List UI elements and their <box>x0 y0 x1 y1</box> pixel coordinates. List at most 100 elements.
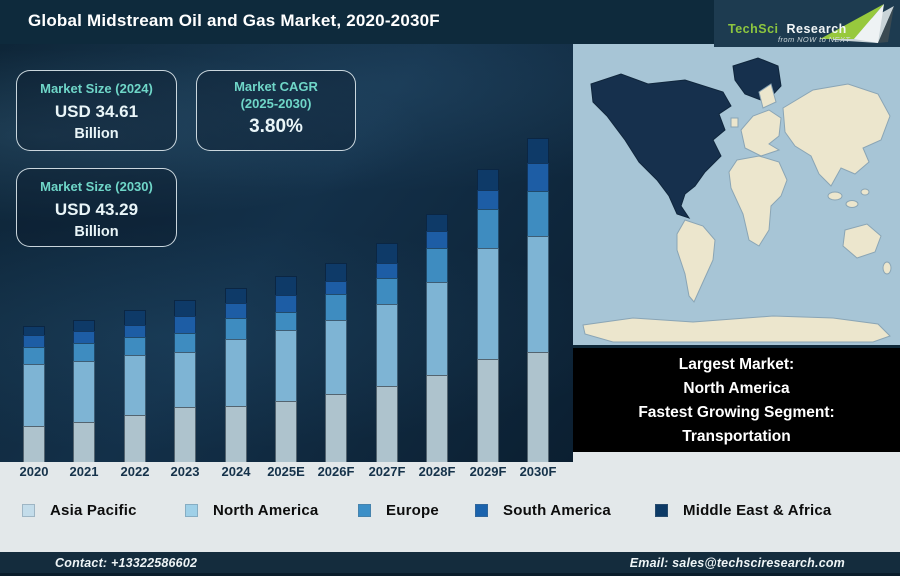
bar-segment-south-america-2027f <box>376 263 398 278</box>
bar-segment-europe-2024 <box>225 318 247 339</box>
legend-swatch-middle-east-africa <box>655 504 668 517</box>
bar-segment-middle-east-africa-2026f <box>325 263 347 281</box>
map-africa <box>728 155 788 247</box>
bar-segment-europe-2021 <box>73 343 95 361</box>
footer-bar: Contact: +13322586602 Email: sales@techs… <box>0 552 900 576</box>
x-axis-label-2026f: 2026F <box>317 464 355 479</box>
page-title: Global Midstream Oil and Gas Market, 202… <box>28 11 440 30</box>
x-axis-label-2029f: 2029F <box>469 464 507 479</box>
map-british-isles <box>730 117 739 128</box>
bar-segment-europe-2030f <box>527 191 549 236</box>
contact-email: Email: sales@techsciresearch.com <box>629 555 845 570</box>
bar-segment-asia-pacific-2030f <box>527 352 549 462</box>
bar-2023 <box>174 300 196 462</box>
stacked-bar-chart <box>0 44 573 462</box>
bar-segment-north-america-2023 <box>174 352 196 407</box>
legend-label-europe: Europe <box>386 502 439 519</box>
stat-card-unit: Billion <box>74 126 119 142</box>
map-new-zealand <box>882 261 892 275</box>
chart-stage: Market Size (2024) USD 34.61 Billion Mar… <box>0 44 573 462</box>
bar-segment-europe-2020 <box>23 347 45 364</box>
bar-segment-middle-east-africa-2028f <box>426 214 448 231</box>
bar-segment-south-america-2021 <box>73 331 95 343</box>
fastest-segment-value: Transportation <box>682 428 791 445</box>
bar-segment-middle-east-africa-2030f <box>527 138 549 163</box>
x-axis-label-2027f: 2027F <box>368 464 406 479</box>
bar-segment-asia-pacific-2024 <box>225 406 247 462</box>
legend-label-asia-pacific: Asia Pacific <box>50 502 137 519</box>
map-asia <box>782 83 891 187</box>
bar-segment-north-america-2024 <box>225 339 247 406</box>
bar-2030f <box>527 138 549 462</box>
bar-segment-asia-pacific-2026f <box>325 394 347 462</box>
bar-segment-middle-east-africa-2025e <box>275 276 297 295</box>
bar-2027f <box>376 243 398 462</box>
bar-segment-asia-pacific-2021 <box>73 422 95 462</box>
world-map-panel <box>573 44 900 345</box>
largest-market-value: North America <box>683 380 790 397</box>
map-islands <box>845 200 859 208</box>
logo-brand-white: Research <box>786 22 847 36</box>
stat-card-label: Market CAGR <box>234 79 318 94</box>
bar-segment-north-america-2030f <box>527 236 549 352</box>
logo-panel: TechSci Research from NOW to NEXT <box>714 0 900 47</box>
bar-segment-south-america-2022 <box>124 325 146 337</box>
legend-item-south-america: South America <box>475 502 611 519</box>
bar-segment-middle-east-africa-2020 <box>23 326 45 335</box>
stat-card-label: Market Size (2024) <box>40 81 153 96</box>
x-axis-label-2023: 2023 <box>170 464 200 479</box>
bar-segment-middle-east-africa-2021 <box>73 320 95 331</box>
map-indonesia <box>827 191 843 201</box>
x-axis-label-2030f: 2030F <box>519 464 557 479</box>
x-axis-label-2024: 2024 <box>221 464 251 479</box>
bar-2029f <box>477 169 499 462</box>
bar-segment-south-america-2024 <box>225 303 247 318</box>
bar-segment-middle-east-africa-2024 <box>225 288 247 303</box>
map-south-america <box>676 219 716 303</box>
bar-segment-asia-pacific-2028f <box>426 375 448 462</box>
legend-label-north-america: North America <box>213 502 319 519</box>
map-north-america-highlighted <box>590 73 732 219</box>
logo-wordmark: TechSci Research <box>728 22 847 36</box>
bar-segment-south-america-2020 <box>23 335 45 347</box>
stat-card-label: (2025-2030) <box>240 96 312 111</box>
bar-segment-middle-east-africa-2023 <box>174 300 196 316</box>
legend-label-middle-east-africa: Middle East & Africa <box>683 502 832 519</box>
world-map <box>573 44 900 345</box>
x-axis-label-2022: 2022 <box>120 464 150 479</box>
bar-segment-asia-pacific-2027f <box>376 386 398 462</box>
bar-segment-north-america-2020 <box>23 364 45 426</box>
stat-card-market-size-2030: Market Size (2030) USD 43.29 Billion <box>16 168 177 247</box>
map-europe <box>740 109 782 157</box>
bar-segment-asia-pacific-2023 <box>174 407 196 462</box>
bar-2025e <box>275 276 297 462</box>
bar-segment-asia-pacific-2029f <box>477 359 499 462</box>
stat-card-unit: Billion <box>74 224 119 240</box>
bar-segment-europe-2022 <box>124 337 146 355</box>
legend-swatch-asia-pacific <box>22 504 35 517</box>
bar-2021 <box>73 320 95 462</box>
map-philippines <box>860 188 870 196</box>
bar-segment-south-america-2026f <box>325 281 347 294</box>
bar-2022 <box>124 310 146 462</box>
bar-segment-europe-2026f <box>325 294 347 320</box>
map-antarctica <box>582 315 891 343</box>
x-axis-label-2020: 2020 <box>19 464 49 479</box>
logo-brand-green: TechSci <box>728 22 779 36</box>
x-axis-label-2021: 2021 <box>69 464 99 479</box>
contact-phone: Contact: +13322586602 <box>55 555 198 570</box>
bar-2020 <box>23 326 45 462</box>
bar-segment-middle-east-africa-2029f <box>477 169 499 190</box>
bar-2028f <box>426 214 448 462</box>
bar-segment-asia-pacific-2025e <box>275 401 297 462</box>
bar-segment-north-america-2029f <box>477 248 499 359</box>
market-highlights-box: Largest Market: North America Fastest Gr… <box>573 348 900 452</box>
bar-segment-middle-east-africa-2022 <box>124 310 146 325</box>
bar-segment-north-america-2022 <box>124 355 146 415</box>
legend-swatch-europe <box>358 504 371 517</box>
legend-label-south-america: South America <box>503 502 611 519</box>
bar-segment-europe-2028f <box>426 248 448 282</box>
logo-tagline: from NOW to NEXT <box>778 35 851 44</box>
stat-card-value: 3.80% <box>249 116 303 137</box>
